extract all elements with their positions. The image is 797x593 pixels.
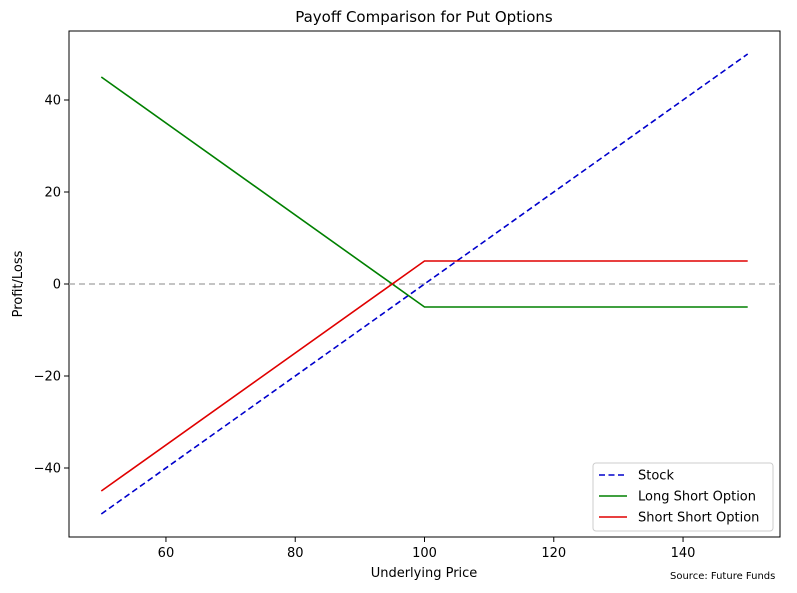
x-tick-label: 60 xyxy=(158,546,175,561)
legend-label: Stock xyxy=(638,469,674,484)
x-tick-label: 80 xyxy=(287,546,304,561)
legend: Stock Long Short Option Short Short Option xyxy=(592,462,774,532)
source-note: Source: Future Funds xyxy=(670,571,776,582)
y-tick-label: 40 xyxy=(44,94,61,109)
series-line-stock xyxy=(100,53,749,515)
legend-label: Long Short Option xyxy=(638,490,756,505)
series-line-short-short-option xyxy=(100,260,748,492)
chart-title: Payoff Comparison for Put Options xyxy=(295,8,553,26)
x-tick-label: 100 xyxy=(412,546,437,561)
x-tick-label: 120 xyxy=(541,546,566,561)
y-tick-label: −40 xyxy=(34,462,61,477)
y-axis-label: Profit/Loss xyxy=(11,250,26,317)
series-line-long-short-option xyxy=(100,76,748,308)
axis-ticks: 60 80 100 120 140 −40 −20 0 20 40 xyxy=(34,94,696,562)
x-axis-label: Underlying Price xyxy=(371,566,478,581)
legend-label: Short Short Option xyxy=(638,511,759,526)
y-tick-label: 0 xyxy=(53,278,61,293)
y-tick-label: 20 xyxy=(44,186,61,201)
series-layer xyxy=(100,53,749,515)
legend-box xyxy=(592,462,774,532)
x-tick-label: 140 xyxy=(671,546,696,561)
y-tick-label: −20 xyxy=(34,370,61,385)
